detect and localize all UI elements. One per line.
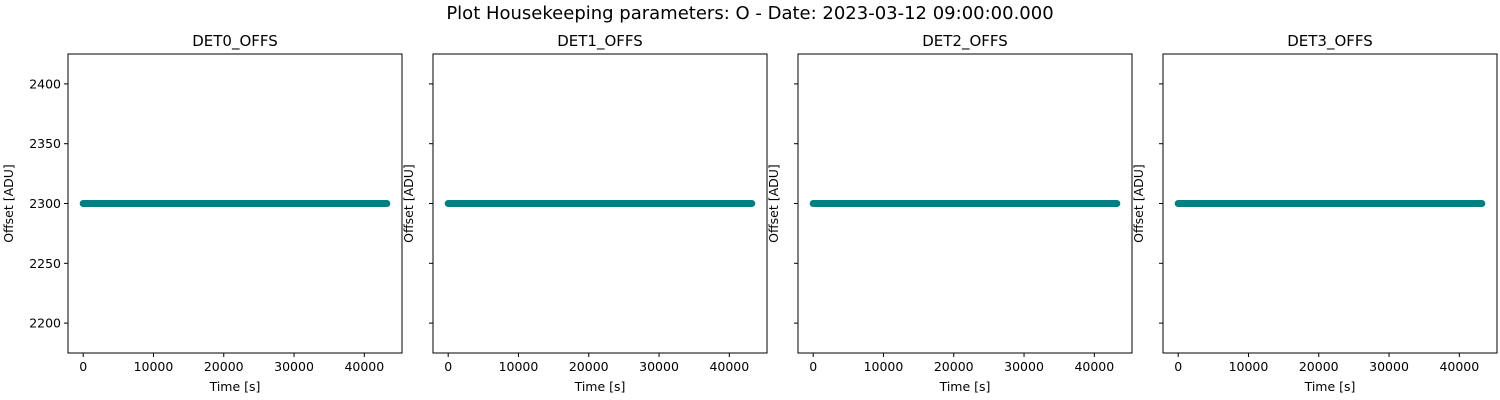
subplot-title: DET3_OFFS [1287,32,1373,51]
subplot-3: DET3_OFFS 0 10000 20000 30000 40000 Time [s] Of… [1131,32,1498,394]
x-axis-label: Time [s] [939,379,991,394]
subplot-title: DET0_OFFS [192,32,278,51]
x-tick-label: 40000 [1074,359,1114,374]
subplot-0: DET0_OFFS 0 10000 20000 30000 40000 2200 2250 23… [1,32,403,394]
x-tick-label: 20000 [1299,359,1339,374]
x-tick-label: 30000 [274,359,314,374]
y-tick-label: 2200 [29,316,61,331]
x-tick-label: 40000 [709,359,749,374]
x-tick-label: 20000 [204,359,244,374]
y-axis-label: Offset [ADU] [401,164,416,243]
x-axis-label: Time [s] [574,379,626,394]
x-tick-label: 30000 [639,359,679,374]
y-axis-label: Offset [ADU] [766,164,781,243]
x-tick-label: 0 [79,359,87,374]
x-tick-label: 30000 [1369,359,1409,374]
x-tick-label: 10000 [499,359,539,374]
x-tick-label: 30000 [1004,359,1044,374]
x-axis-label: Time [s] [209,379,261,394]
y-tick-label: 2300 [29,196,61,211]
y-axis-label: Offset [ADU] [1,164,16,243]
y-tick-label: 2400 [29,76,61,91]
x-tick-label: 10000 [134,359,174,374]
y-axis-label: Offset [ADU] [1131,164,1146,243]
y-tick-label: 2250 [29,256,61,271]
subplot-title: DET1_OFFS [557,32,643,51]
x-tick-label: 20000 [569,359,609,374]
x-tick-label: 40000 [1439,359,1479,374]
x-tick-label: 0 [1174,359,1182,374]
x-tick-label: 10000 [1229,359,1269,374]
figure-suptitle: Plot Housekeeping parameters: O - Date: … [446,3,1053,24]
subplot-1: DET1_OFFS 0 10000 20000 30000 40000 Time [s] Of… [401,32,768,394]
x-axis-label: Time [s] [1304,379,1356,394]
subplots: DET0_OFFS 0 10000 20000 30000 40000 2200 2250 23… [1,32,1498,394]
y-tick-label: 2350 [29,136,61,151]
subplot-title: DET2_OFFS [922,32,1008,51]
x-tick-label: 40000 [344,359,384,374]
x-tick-label: 20000 [934,359,974,374]
subplot-2: DET2_OFFS 0 10000 20000 30000 40000 Time [s] Of… [766,32,1133,394]
x-tick-label: 10000 [864,359,904,374]
x-tick-label: 0 [444,359,452,374]
x-tick-label: 0 [809,359,817,374]
